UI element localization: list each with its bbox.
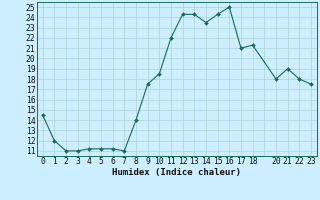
X-axis label: Humidex (Indice chaleur): Humidex (Indice chaleur): [112, 168, 241, 177]
